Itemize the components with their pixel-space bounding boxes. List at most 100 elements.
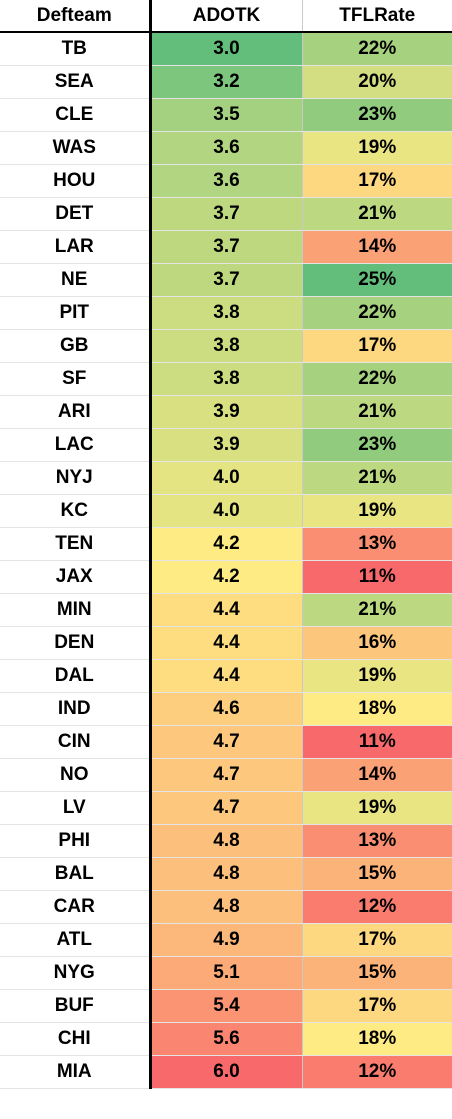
table-row: TEN 4.2 13% bbox=[0, 527, 452, 561]
table-row: SF 3.8 22% bbox=[0, 362, 452, 396]
team-cell: LV bbox=[0, 791, 152, 825]
team-cell: CHI bbox=[0, 1022, 152, 1056]
table-row: LV 4.7 19% bbox=[0, 791, 452, 825]
table-row: TB 3.0 22% bbox=[0, 32, 452, 66]
table-row: MIA 6.0 12% bbox=[0, 1055, 452, 1089]
team-cell: NYG bbox=[0, 956, 152, 990]
table-row: PIT 3.8 22% bbox=[0, 296, 452, 330]
team-cell: NO bbox=[0, 758, 152, 792]
tflrate-cell: 12% bbox=[302, 1055, 452, 1089]
tflrate-cell: 15% bbox=[302, 857, 452, 891]
team-cell: LAC bbox=[0, 428, 152, 462]
team-cell: TEN bbox=[0, 527, 152, 561]
team-cell: BAL bbox=[0, 857, 152, 891]
tflrate-cell: 17% bbox=[302, 989, 452, 1023]
adotk-cell: 4.8 bbox=[150, 857, 303, 891]
team-cell: IND bbox=[0, 692, 152, 726]
tflrate-cell: 18% bbox=[302, 1022, 452, 1056]
adotk-cell: 3.9 bbox=[150, 395, 303, 429]
table-row: GB 3.8 17% bbox=[0, 329, 452, 363]
adotk-cell: 3.5 bbox=[150, 98, 303, 132]
tflrate-cell: 22% bbox=[302, 362, 452, 396]
adotk-cell: 4.2 bbox=[150, 560, 303, 594]
adotk-cell: 3.6 bbox=[150, 131, 303, 165]
table-row: JAX 4.2 11% bbox=[0, 560, 452, 594]
team-cell: WAS bbox=[0, 131, 152, 165]
adotk-cell: 4.4 bbox=[150, 626, 303, 660]
team-cell: CAR bbox=[0, 890, 152, 924]
team-cell: BUF bbox=[0, 989, 152, 1023]
tflrate-cell: 19% bbox=[302, 791, 452, 825]
tflrate-cell: 15% bbox=[302, 956, 452, 990]
table-row: ATL 4.9 17% bbox=[0, 923, 452, 957]
team-cell: CIN bbox=[0, 725, 152, 759]
adotk-cell: 4.4 bbox=[150, 593, 303, 627]
tflrate-cell: 12% bbox=[302, 890, 452, 924]
adotk-cell: 4.4 bbox=[150, 659, 303, 693]
tflrate-cell: 21% bbox=[302, 395, 452, 429]
table-row: DEN 4.4 16% bbox=[0, 626, 452, 660]
adotk-cell: 4.7 bbox=[150, 725, 303, 759]
adotk-cell: 4.2 bbox=[150, 527, 303, 561]
tflrate-cell: 20% bbox=[302, 65, 452, 99]
table-row: KC 4.0 19% bbox=[0, 494, 452, 528]
tflrate-cell: 21% bbox=[302, 593, 452, 627]
adotk-cell: 3.8 bbox=[150, 362, 303, 396]
adotk-cell: 4.7 bbox=[150, 791, 303, 825]
adotk-cell: 4.7 bbox=[150, 758, 303, 792]
tflrate-cell: 23% bbox=[302, 428, 452, 462]
adotk-cell: 3.6 bbox=[150, 164, 303, 198]
team-cell: PHI bbox=[0, 824, 152, 858]
team-cell: MIN bbox=[0, 593, 152, 627]
table-row: WAS 3.6 19% bbox=[0, 131, 452, 165]
adotk-cell: 4.8 bbox=[150, 824, 303, 858]
team-cell: TB bbox=[0, 32, 152, 66]
team-cell: DET bbox=[0, 197, 152, 231]
table-body: TB 3.0 22% SEA 3.2 20% CLE 3.5 23% WAS 3.6 19% HOU 3.… bbox=[0, 32, 452, 1089]
adotk-cell: 4.0 bbox=[150, 461, 303, 495]
table-row: DAL 4.4 19% bbox=[0, 659, 452, 693]
table-row: CIN 4.7 11% bbox=[0, 725, 452, 759]
tflrate-cell: 19% bbox=[302, 131, 452, 165]
table-row: BUF 5.4 17% bbox=[0, 989, 452, 1023]
team-cell: HOU bbox=[0, 164, 152, 198]
header-defteam: Defteam bbox=[0, 0, 152, 33]
team-cell: SF bbox=[0, 362, 152, 396]
table-row: ARI 3.9 21% bbox=[0, 395, 452, 429]
tflrate-cell: 14% bbox=[302, 758, 452, 792]
tflrate-cell: 19% bbox=[302, 659, 452, 693]
adotk-cell: 4.0 bbox=[150, 494, 303, 528]
tflrate-cell: 25% bbox=[302, 263, 452, 297]
adotk-cell: 6.0 bbox=[150, 1055, 303, 1089]
adotk-cell: 3.7 bbox=[150, 197, 303, 231]
table-row: CHI 5.6 18% bbox=[0, 1022, 452, 1056]
tflrate-cell: 22% bbox=[302, 296, 452, 330]
team-cell: ATL bbox=[0, 923, 152, 957]
tflrate-cell: 21% bbox=[302, 197, 452, 231]
table-row: MIN 4.4 21% bbox=[0, 593, 452, 627]
team-cell: ARI bbox=[0, 395, 152, 429]
tflrate-cell: 17% bbox=[302, 923, 452, 957]
heatmap-table: Defteam ADOTK TFLRate TB 3.0 22% SEA 3.2 20% C… bbox=[0, 0, 452, 1089]
team-cell: SEA bbox=[0, 65, 152, 99]
adotk-cell: 4.8 bbox=[150, 890, 303, 924]
team-cell: GB bbox=[0, 329, 152, 363]
table-row: SEA 3.2 20% bbox=[0, 65, 452, 99]
tflrate-cell: 11% bbox=[302, 560, 452, 594]
tflrate-cell: 13% bbox=[302, 527, 452, 561]
team-cell: PIT bbox=[0, 296, 152, 330]
adotk-cell: 3.8 bbox=[150, 329, 303, 363]
adotk-cell: 3.7 bbox=[150, 263, 303, 297]
team-cell: MIA bbox=[0, 1055, 152, 1089]
adotk-cell: 3.8 bbox=[150, 296, 303, 330]
tflrate-cell: 18% bbox=[302, 692, 452, 726]
table-row: IND 4.6 18% bbox=[0, 692, 452, 726]
adotk-cell: 5.6 bbox=[150, 1022, 303, 1056]
team-cell: JAX bbox=[0, 560, 152, 594]
tflrate-cell: 22% bbox=[302, 32, 452, 66]
adotk-cell: 3.0 bbox=[150, 32, 303, 66]
tflrate-cell: 19% bbox=[302, 494, 452, 528]
team-cell: CLE bbox=[0, 98, 152, 132]
tflrate-cell: 16% bbox=[302, 626, 452, 660]
adotk-cell: 5.4 bbox=[150, 989, 303, 1023]
